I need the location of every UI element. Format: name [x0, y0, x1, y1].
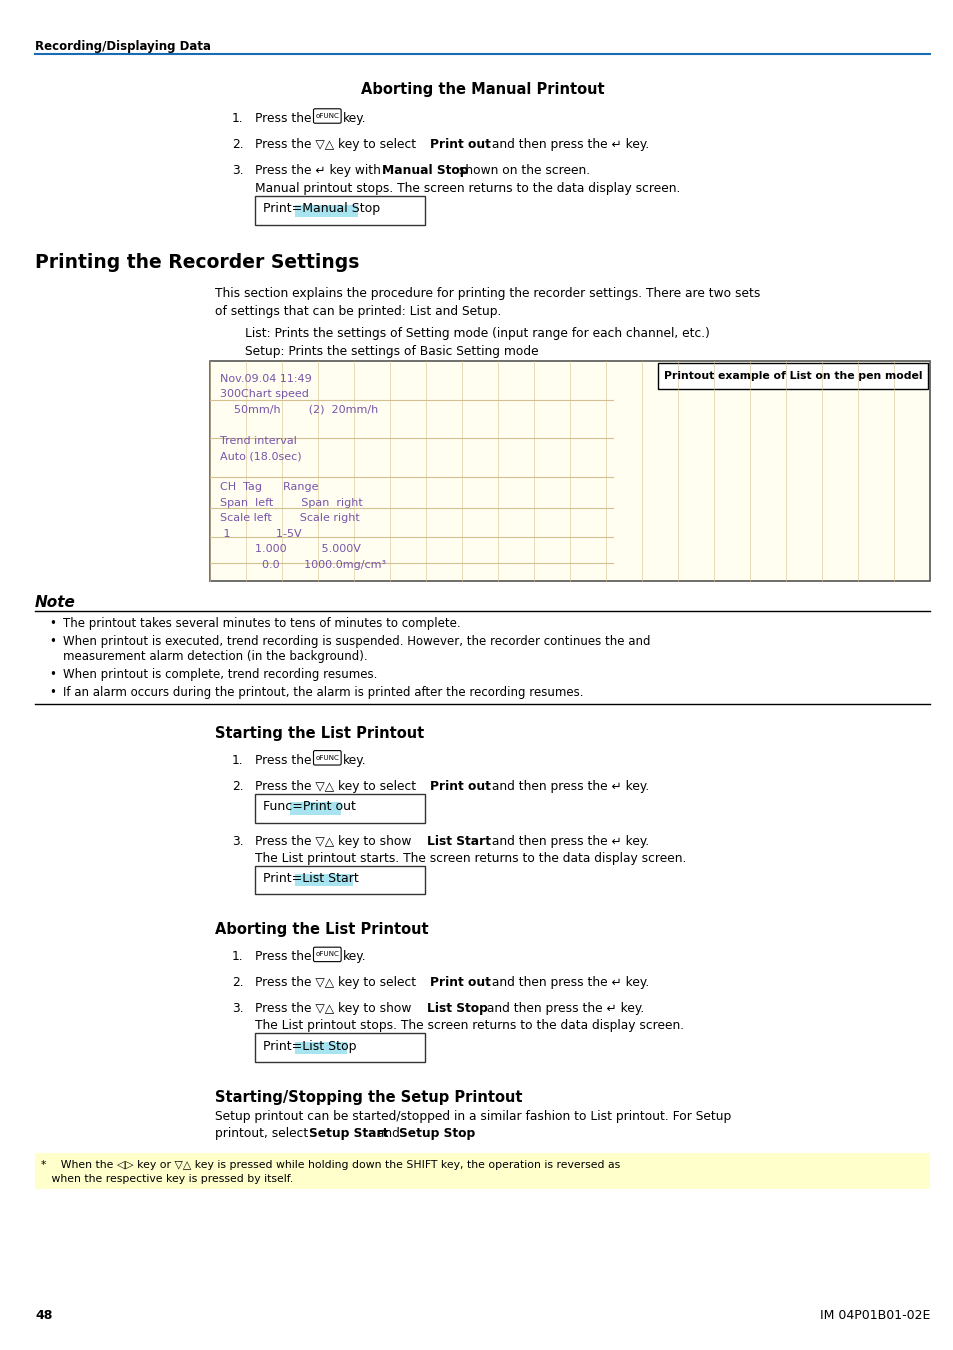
Text: 3.: 3. [232, 1003, 243, 1015]
Text: Press the: Press the [254, 112, 315, 126]
Text: key.: key. [342, 950, 366, 964]
Text: oFUNC: oFUNC [315, 755, 339, 761]
Text: •: • [49, 668, 56, 680]
Text: Setup: Prints the settings of Basic Setting mode: Setup: Prints the settings of Basic Sett… [245, 344, 538, 358]
Text: printout, select: printout, select [214, 1127, 312, 1141]
Text: List: Prints the settings of Setting mode (input range for each channel, etc.): List: Prints the settings of Setting mod… [245, 327, 709, 340]
Text: Aborting the List Printout: Aborting the List Printout [214, 922, 428, 937]
Text: 0.0       1000.0mg/cm³: 0.0 1000.0mg/cm³ [220, 560, 386, 570]
Text: and: and [373, 1127, 403, 1141]
Text: .: . [461, 1127, 465, 1141]
Text: and then press the ↵ key.: and then press the ↵ key. [488, 138, 649, 151]
Text: Starting/Stopping the Setup Printout: Starting/Stopping the Setup Printout [214, 1091, 522, 1106]
Text: Press the ▽△ key to show: Press the ▽△ key to show [254, 834, 415, 848]
Text: Setup printout can be started/stopped in a similar fashion to List printout. For: Setup printout can be started/stopped in… [214, 1110, 731, 1123]
Text: Auto (18.0sec): Auto (18.0sec) [220, 451, 301, 462]
FancyBboxPatch shape [314, 948, 341, 961]
Text: shown on the screen.: shown on the screen. [455, 163, 590, 177]
Text: If an alarm occurs during the printout, the alarm is printed after the recording: If an alarm occurs during the printout, … [63, 686, 583, 699]
Text: Manual printout stops. The screen returns to the data display screen.: Manual printout stops. The screen return… [254, 182, 679, 194]
Text: measurement alarm detection (in the background).: measurement alarm detection (in the back… [63, 649, 367, 663]
Text: 1             1-5V: 1 1-5V [220, 529, 301, 539]
Text: Manual Stop: Manual Stop [381, 163, 468, 177]
Text: Press the ▽△ key to select: Press the ▽△ key to select [254, 976, 419, 990]
Text: Trend interval: Trend interval [220, 436, 296, 446]
Bar [254, 196, 424, 225]
Text: *  When the ◁▷ key or ▽△ key is pressed while holding down the SHIFT key, the op: * When the ◁▷ key or ▽△ key is pressed w… [41, 1160, 619, 1170]
Bar [35, 1153, 929, 1189]
Text: Recording/Displaying Data: Recording/Displaying Data [35, 40, 211, 53]
Text: 3.: 3. [232, 834, 243, 848]
Text: CH  Tag      Range: CH Tag Range [220, 482, 318, 493]
Bar [294, 875, 353, 887]
Text: Print=List Start: Print=List Start [263, 872, 358, 886]
Text: Press the ▽△ key to show: Press the ▽△ key to show [254, 1003, 415, 1015]
Text: 48: 48 [35, 1310, 52, 1322]
FancyBboxPatch shape [314, 751, 341, 765]
Text: Print=List Stop: Print=List Stop [263, 1040, 356, 1053]
Text: Setup Start: Setup Start [309, 1127, 388, 1141]
Text: oFUNC: oFUNC [315, 952, 339, 957]
Text: The printout takes several minutes to tens of minutes to complete.: The printout takes several minutes to te… [63, 617, 460, 630]
Text: 3.: 3. [232, 163, 243, 177]
Bar [210, 360, 929, 580]
Text: and then press the ↵ key.: and then press the ↵ key. [482, 1003, 643, 1015]
Text: When printout is executed, trend recording is suspended. However, the recorder c: When printout is executed, trend recordi… [63, 634, 650, 648]
Text: Press the ↵ key with: Press the ↵ key with [254, 163, 384, 177]
Text: The List printout stops. The screen returns to the data display screen.: The List printout stops. The screen retu… [254, 1019, 683, 1033]
Text: Aborting the Manual Printout: Aborting the Manual Printout [360, 82, 603, 97]
Text: The List printout starts. The screen returns to the data display screen.: The List printout starts. The screen ret… [254, 852, 685, 864]
Text: List Stop: List Stop [427, 1003, 487, 1015]
Bar [254, 794, 424, 822]
Text: Print out: Print out [430, 976, 491, 990]
Text: 1.: 1. [232, 753, 243, 767]
Text: •: • [49, 617, 56, 630]
Text: Setup Stop: Setup Stop [398, 1127, 475, 1141]
Text: Print out: Print out [430, 138, 491, 151]
Text: This section explains the procedure for printing the recorder settings. There ar: This section explains the procedure for … [214, 286, 760, 300]
Text: •: • [49, 686, 56, 699]
Bar [290, 802, 341, 814]
Text: Scale left        Scale right: Scale left Scale right [220, 513, 359, 524]
Text: 2.: 2. [232, 780, 243, 792]
Text: Note: Note [35, 595, 76, 610]
Text: •: • [49, 634, 56, 648]
Text: Printing the Recorder Settings: Printing the Recorder Settings [35, 252, 359, 271]
Bar [254, 1033, 424, 1062]
Text: and then press the ↵ key.: and then press the ↵ key. [488, 780, 649, 792]
Bar [294, 205, 357, 217]
Text: oFUNC: oFUNC [315, 113, 339, 119]
Text: Print=Manual Stop: Print=Manual Stop [263, 202, 379, 216]
Text: key.: key. [342, 112, 366, 126]
Text: IM 04P01B01-02E: IM 04P01B01-02E [819, 1310, 929, 1322]
Text: Printout example of List on the pen model: Printout example of List on the pen mode… [663, 371, 922, 381]
Text: when the respective key is pressed by itself.: when the respective key is pressed by it… [41, 1174, 293, 1184]
Text: Func=Print out: Func=Print out [263, 801, 355, 813]
Text: 1.000          5.000V: 1.000 5.000V [220, 544, 360, 555]
Text: key.: key. [342, 753, 366, 767]
Bar [658, 363, 927, 389]
Text: When printout is complete, trend recording resumes.: When printout is complete, trend recordi… [63, 668, 377, 680]
Bar [254, 865, 424, 895]
Text: Press the ▽△ key to select: Press the ▽△ key to select [254, 780, 419, 792]
Text: List Start: List Start [427, 834, 491, 848]
Text: Starting the List Printout: Starting the List Printout [214, 726, 424, 741]
Text: Nov.09.04 11:49: Nov.09.04 11:49 [220, 374, 312, 383]
Text: Print out: Print out [430, 780, 491, 792]
Text: Press the: Press the [254, 950, 315, 964]
Text: 300Chart speed: 300Chart speed [220, 389, 309, 400]
Text: 1.: 1. [232, 112, 243, 126]
Text: Press the ▽△ key to select: Press the ▽△ key to select [254, 138, 419, 151]
Text: 2.: 2. [232, 976, 243, 990]
Text: 1.: 1. [232, 950, 243, 964]
Text: and then press the ↵ key.: and then press the ↵ key. [488, 976, 649, 990]
FancyBboxPatch shape [314, 109, 341, 123]
Text: 50mm/h        (2)  20mm/h: 50mm/h (2) 20mm/h [220, 405, 377, 414]
Text: and then press the ↵ key.: and then press the ↵ key. [488, 834, 649, 848]
Bar [294, 1042, 347, 1054]
Text: of settings that can be printed: List and Setup.: of settings that can be printed: List an… [214, 305, 501, 317]
Text: 2.: 2. [232, 138, 243, 151]
Text: Press the: Press the [254, 753, 315, 767]
Text: Span  left        Span  right: Span left Span right [220, 498, 362, 508]
